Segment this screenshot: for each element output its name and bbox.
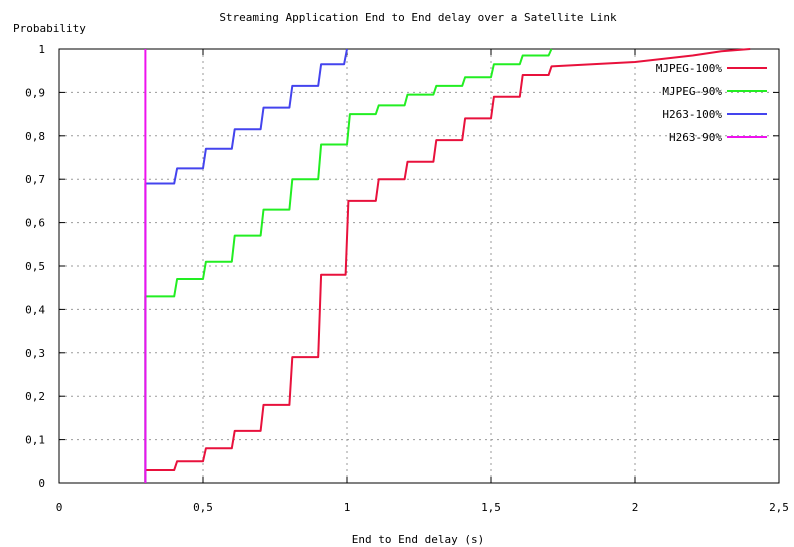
y-tick-label: 0,8 [25, 130, 45, 143]
x-tick-label: 2,5 [769, 501, 789, 514]
series-line-mjpeg-90 [144, 48, 553, 483]
y-tick-label: 0,4 [25, 303, 45, 316]
y-tick-label: 1 [38, 43, 45, 56]
y-tick-label: 0 [38, 477, 45, 490]
x-axis-label: End to End delay (s) [352, 533, 484, 546]
y-tick-label: 0,1 [25, 434, 45, 447]
grid [59, 49, 779, 483]
series-group [144, 48, 751, 483]
y-axis-label: Probability [13, 22, 86, 35]
legend-label: MJPEG-90% [662, 85, 722, 98]
series-line-mjpeg-100 [144, 48, 751, 483]
series-line-h263-100 [144, 48, 348, 483]
y-tick-label: 0,7 [25, 173, 45, 186]
legend-label: H263-100% [662, 108, 722, 121]
y-tick-label: 0,3 [25, 347, 45, 360]
x-tick-label: 2 [632, 501, 639, 514]
x-tick-label: 0,5 [193, 501, 213, 514]
x-tick-label: 1 [344, 501, 351, 514]
x-tick-label: 0 [56, 501, 63, 514]
chart-title: Streaming Application End to End delay o… [219, 11, 617, 24]
y-tick-label: 0,2 [25, 390, 45, 403]
x-tick-label: 1,5 [481, 501, 501, 514]
axis-ticks: 0 0,1 0,2 0,3 0,4 0,5 0,6 0,7 0,8 0,9 1 0 0,5 1 1,5 2 2,… [25, 43, 789, 514]
y-tick-label: 0,5 [25, 260, 45, 273]
y-tick-label: 0,9 [25, 86, 45, 99]
legend: MJPEG-100% MJPEG-90% H263-100% H263-90% [656, 62, 767, 144]
legend-label: H263-90% [669, 131, 722, 144]
legend-label: MJPEG-100% [656, 62, 723, 75]
y-tick-label: 0,6 [25, 217, 45, 230]
